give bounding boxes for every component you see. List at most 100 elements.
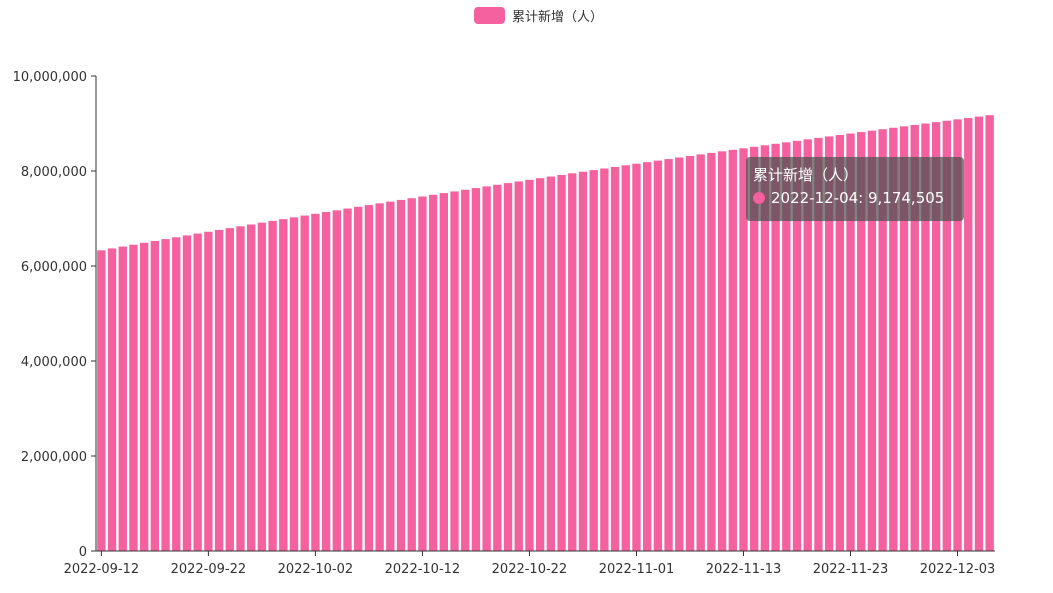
bar[interactable] xyxy=(214,229,224,551)
bar[interactable] xyxy=(107,248,117,551)
bar-series[interactable] xyxy=(97,115,994,552)
tooltip-value: 2022-12-04: 9,174,505 xyxy=(771,189,945,207)
bar[interactable] xyxy=(161,239,170,552)
bar[interactable] xyxy=(193,233,202,551)
bar[interactable] xyxy=(739,148,748,551)
bar[interactable] xyxy=(525,179,534,551)
legend-swatch[interactable] xyxy=(474,7,505,24)
bar[interactable] xyxy=(974,116,984,551)
bar[interactable] xyxy=(771,143,780,551)
bar[interactable] xyxy=(921,123,930,551)
bar[interactable] xyxy=(236,226,245,551)
bar[interactable] xyxy=(899,126,909,551)
bar[interactable] xyxy=(182,235,192,552)
bar[interactable] xyxy=(311,213,320,551)
bar[interactable] xyxy=(643,162,652,551)
bar[interactable] xyxy=(97,250,106,551)
bar[interactable] xyxy=(535,178,545,551)
bar[interactable] xyxy=(354,206,363,551)
x-axis-tick-label: 2022-11-01 xyxy=(599,562,675,577)
bar[interactable] xyxy=(493,184,502,551)
bar[interactable] xyxy=(418,196,427,552)
bar[interactable] xyxy=(204,231,213,551)
bar[interactable] xyxy=(578,171,588,551)
bar[interactable] xyxy=(461,189,470,551)
x-axis-tick-label: 2022-10-22 xyxy=(492,562,568,577)
bar[interactable] xyxy=(150,240,160,551)
tooltip-row: 2022-12-04: 9,174,505 xyxy=(753,186,964,210)
bar[interactable] xyxy=(343,208,352,552)
bar[interactable] xyxy=(910,124,919,551)
bar[interactable] xyxy=(471,188,481,551)
bar[interactable] xyxy=(600,168,609,551)
y-axis-tick-label: 6,000,000 xyxy=(21,260,87,275)
bar[interactable] xyxy=(653,160,663,551)
bar[interactable] xyxy=(589,170,598,551)
bar[interactable] xyxy=(675,157,684,551)
bar[interactable] xyxy=(289,217,299,551)
bar[interactable] xyxy=(268,220,277,551)
bar[interactable] xyxy=(878,129,887,551)
legend[interactable]: 累计新增（人） xyxy=(474,7,603,25)
bar[interactable] xyxy=(931,122,941,551)
tooltip-title: 累计新增（人） xyxy=(753,166,859,184)
bar[interactable] xyxy=(375,203,384,551)
bar[interactable] xyxy=(482,186,491,551)
bar[interactable] xyxy=(942,120,952,551)
bar[interactable] xyxy=(824,136,834,551)
bar[interactable] xyxy=(332,210,341,552)
bar[interactable] xyxy=(396,199,406,551)
bar[interactable] xyxy=(300,215,309,551)
bar[interactable] xyxy=(386,201,395,551)
bar[interactable] xyxy=(685,155,695,551)
bar[interactable] xyxy=(867,130,877,551)
bar[interactable] xyxy=(321,212,331,552)
bar[interactable] xyxy=(964,117,973,552)
bar[interactable] xyxy=(428,194,438,552)
bar[interactable] xyxy=(985,115,994,552)
bar[interactable] xyxy=(792,140,802,551)
bar[interactable] xyxy=(247,224,256,552)
bar[interactable] xyxy=(728,149,737,551)
bar[interactable] xyxy=(568,173,577,551)
x-axis-tick-label: 2022-12-03 xyxy=(920,562,996,577)
bar[interactable] xyxy=(225,228,234,551)
y-axis-tick-label: 2,000,000 xyxy=(21,450,87,465)
bar[interactable] xyxy=(889,127,898,552)
legend-label[interactable]: 累计新增（人） xyxy=(512,9,603,25)
bar[interactable] xyxy=(696,154,705,552)
y-axis-ticks: 0 2,000,000 4,000,000 6,000,000 8,000,000 10,… xyxy=(13,70,96,560)
bar[interactable] xyxy=(857,132,866,551)
bar[interactable] xyxy=(953,119,962,551)
bar[interactable] xyxy=(717,151,727,552)
bar[interactable] xyxy=(118,246,127,551)
bar[interactable] xyxy=(610,166,620,551)
bar[interactable] xyxy=(835,134,844,551)
bar[interactable] xyxy=(546,176,556,552)
bar[interactable] xyxy=(664,159,673,551)
bar[interactable] xyxy=(760,145,770,551)
bar[interactable] xyxy=(557,174,566,551)
bar[interactable] xyxy=(846,133,855,551)
bar[interactable] xyxy=(632,163,641,551)
bar[interactable] xyxy=(450,191,459,551)
bar[interactable] xyxy=(279,219,288,551)
bar[interactable] xyxy=(814,137,823,551)
axes: 0 2,000,000 4,000,000 6,000,000 8,000,000 10,… xyxy=(13,70,996,577)
bar[interactable] xyxy=(439,193,448,552)
bar[interactable] xyxy=(621,165,630,551)
bar[interactable] xyxy=(750,146,759,551)
bar[interactable] xyxy=(139,242,149,551)
bar[interactable] xyxy=(129,244,138,551)
bar[interactable] xyxy=(364,205,374,551)
bar[interactable] xyxy=(803,139,812,552)
bar[interactable] xyxy=(407,198,416,551)
bar[interactable] xyxy=(503,183,513,551)
bar[interactable] xyxy=(257,222,267,551)
bar[interactable] xyxy=(514,181,523,551)
bar[interactable] xyxy=(172,237,181,551)
y-axis-tick-label: 0 xyxy=(79,545,87,560)
x-axis-tick-label: 2022-10-12 xyxy=(385,562,461,577)
bar[interactable] xyxy=(782,142,791,551)
bar[interactable] xyxy=(707,152,716,551)
